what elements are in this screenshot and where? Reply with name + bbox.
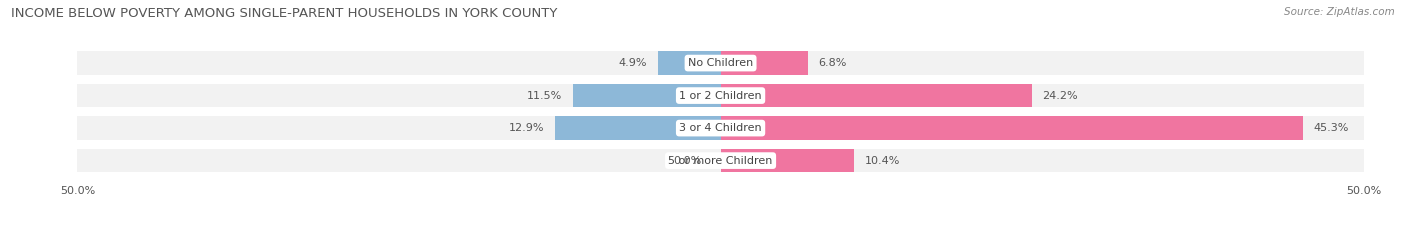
Text: No Children: No Children: [688, 58, 754, 68]
Bar: [721, 51, 808, 75]
Bar: [721, 84, 1032, 107]
Bar: [77, 51, 1364, 75]
Bar: [721, 116, 1303, 140]
Text: 6.8%: 6.8%: [818, 58, 846, 68]
Text: 45.3%: 45.3%: [1313, 123, 1348, 133]
Text: 10.4%: 10.4%: [865, 156, 900, 166]
Text: Source: ZipAtlas.com: Source: ZipAtlas.com: [1284, 7, 1395, 17]
Text: INCOME BELOW POVERTY AMONG SINGLE-PARENT HOUSEHOLDS IN YORK COUNTY: INCOME BELOW POVERTY AMONG SINGLE-PARENT…: [11, 7, 558, 20]
Bar: [77, 84, 1364, 107]
Text: 24.2%: 24.2%: [1042, 91, 1078, 101]
Text: 12.9%: 12.9%: [509, 123, 544, 133]
Bar: [77, 116, 1364, 140]
Bar: [721, 149, 855, 172]
Text: 4.9%: 4.9%: [619, 58, 647, 68]
Legend: Single Father, Single Mother: Single Father, Single Mother: [609, 230, 832, 233]
Text: 11.5%: 11.5%: [527, 91, 562, 101]
Text: 1 or 2 Children: 1 or 2 Children: [679, 91, 762, 101]
Text: 0.0%: 0.0%: [673, 156, 702, 166]
Bar: [658, 51, 721, 75]
Bar: [77, 149, 1364, 172]
Text: 5 or more Children: 5 or more Children: [668, 156, 773, 166]
Bar: [554, 116, 721, 140]
Bar: [572, 84, 721, 107]
Text: 3 or 4 Children: 3 or 4 Children: [679, 123, 762, 133]
